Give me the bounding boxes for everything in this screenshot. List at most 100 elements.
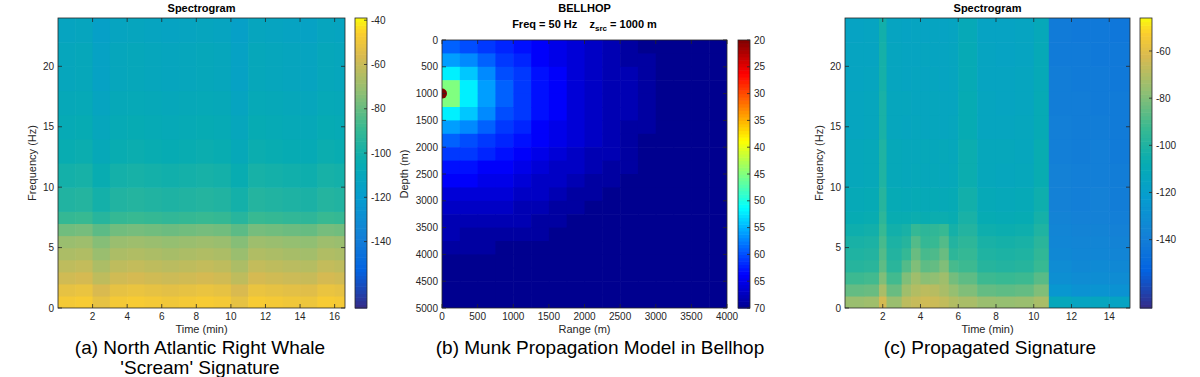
cell bbox=[879, 272, 887, 285]
cell bbox=[879, 139, 887, 164]
cell bbox=[110, 115, 128, 140]
cell bbox=[939, 139, 949, 164]
cell bbox=[531, 40, 549, 54]
cell bbox=[691, 281, 709, 295]
cell bbox=[864, 236, 880, 249]
colorbar-tick-label: 70 bbox=[754, 303, 766, 314]
cell bbox=[196, 66, 214, 91]
cell bbox=[887, 91, 903, 116]
cell bbox=[248, 272, 266, 285]
cell bbox=[911, 187, 921, 212]
colorbar-swatch bbox=[355, 286, 367, 290]
colorbar-swatch bbox=[1140, 87, 1152, 91]
cell bbox=[1071, 18, 1090, 43]
cell bbox=[709, 147, 727, 161]
cell bbox=[879, 284, 887, 297]
cell bbox=[300, 18, 318, 43]
cell bbox=[674, 241, 692, 255]
cell bbox=[911, 223, 921, 236]
y-tick bbox=[1126, 247, 1130, 248]
cell bbox=[460, 268, 478, 282]
background bbox=[0, 0, 1200, 377]
cell bbox=[144, 18, 162, 43]
cell bbox=[162, 139, 180, 164]
colorbar-swatch bbox=[1140, 94, 1152, 98]
y-tick bbox=[1126, 126, 1130, 127]
cell bbox=[442, 161, 460, 175]
cell bbox=[75, 223, 93, 236]
colorbar-tick-label: 55 bbox=[754, 222, 766, 233]
colorbar-swatch bbox=[355, 265, 367, 269]
cell bbox=[75, 284, 93, 297]
x-tick bbox=[1071, 304, 1072, 308]
cell bbox=[513, 94, 531, 108]
cell bbox=[1034, 163, 1050, 188]
colorbar-tick bbox=[364, 108, 367, 109]
cell bbox=[1109, 115, 1130, 140]
cell bbox=[1049, 236, 1072, 249]
cell bbox=[144, 42, 162, 67]
cell bbox=[196, 223, 214, 236]
cell bbox=[920, 66, 930, 91]
cell bbox=[996, 115, 1015, 140]
cell bbox=[335, 223, 345, 236]
cell bbox=[911, 272, 921, 285]
cell bbox=[939, 66, 949, 91]
cell bbox=[656, 94, 674, 108]
colorbar-swatch bbox=[1140, 250, 1152, 254]
cell bbox=[144, 115, 162, 140]
cell bbox=[300, 91, 318, 116]
y-tick bbox=[723, 200, 727, 201]
cell bbox=[335, 248, 345, 261]
cell bbox=[1034, 187, 1050, 212]
cell bbox=[567, 67, 585, 81]
cell bbox=[442, 107, 460, 121]
x-tick bbox=[620, 40, 621, 44]
cell bbox=[248, 18, 266, 43]
cell bbox=[317, 296, 335, 308]
cell bbox=[265, 260, 283, 273]
cell bbox=[1034, 248, 1050, 261]
cell bbox=[1034, 42, 1050, 67]
y-tick-label: 3000 bbox=[416, 195, 439, 206]
cell bbox=[549, 281, 567, 295]
cell bbox=[674, 254, 692, 268]
x-tick bbox=[620, 304, 621, 308]
cell bbox=[602, 241, 620, 255]
cell bbox=[162, 272, 180, 285]
x-tick-label: 2 bbox=[880, 311, 886, 322]
title: BELLHOP bbox=[558, 2, 611, 14]
colorbar-swatch bbox=[1140, 145, 1152, 149]
cell bbox=[691, 241, 709, 255]
colorbar-tick-label: 60 bbox=[754, 249, 766, 260]
cell bbox=[214, 18, 232, 43]
colorbar-swatch bbox=[355, 225, 367, 229]
cell bbox=[864, 18, 880, 43]
cell bbox=[958, 223, 977, 236]
x-tick bbox=[92, 18, 93, 22]
cell bbox=[585, 134, 603, 148]
colorbar-swatch bbox=[1140, 123, 1152, 127]
cell bbox=[1049, 187, 1072, 212]
cell bbox=[460, 80, 478, 94]
colorbar-swatch bbox=[1140, 134, 1152, 138]
colorbar-frame bbox=[1140, 18, 1152, 308]
x-tick bbox=[1071, 18, 1072, 22]
cell bbox=[1015, 272, 1034, 285]
cell bbox=[691, 228, 709, 242]
y-tick bbox=[723, 281, 727, 282]
cell bbox=[1015, 236, 1034, 249]
cell bbox=[902, 163, 912, 188]
colorbar-tick bbox=[747, 254, 750, 255]
x-tick-label: 4 bbox=[918, 311, 924, 322]
cell bbox=[513, 161, 531, 175]
cell bbox=[1015, 139, 1034, 164]
cell bbox=[691, 40, 709, 54]
x-tick bbox=[882, 304, 883, 308]
cell bbox=[335, 91, 345, 116]
cell bbox=[442, 40, 460, 54]
cell bbox=[620, 53, 638, 67]
cell bbox=[248, 223, 266, 236]
cell bbox=[513, 107, 531, 121]
cell bbox=[949, 284, 959, 297]
